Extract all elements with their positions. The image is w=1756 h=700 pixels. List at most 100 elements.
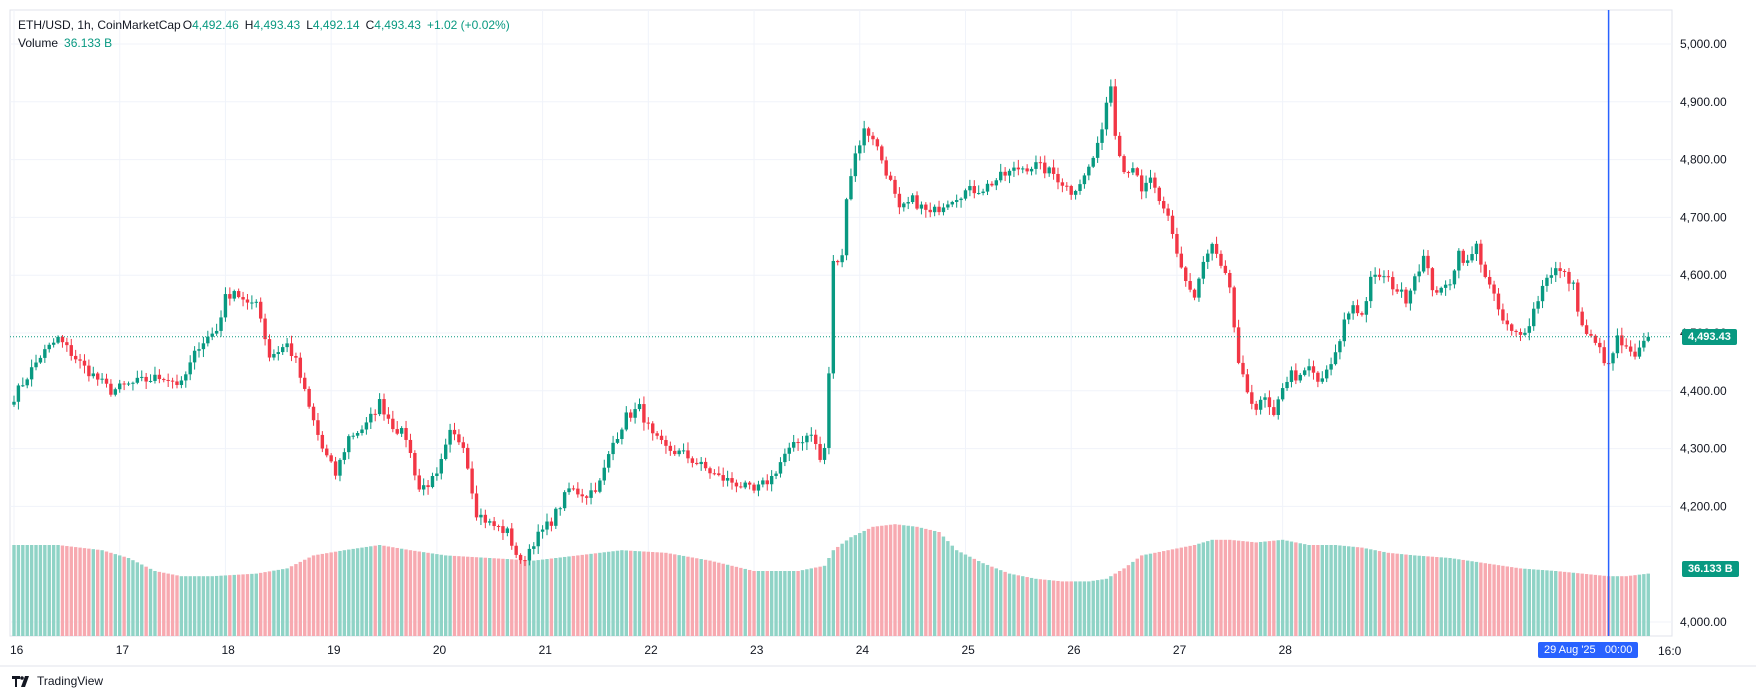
y-tick-label: 4,400.00 (1680, 384, 1727, 398)
candle-body (915, 195, 919, 209)
candle-body (1496, 293, 1501, 310)
candle-body (219, 317, 223, 331)
close-label: C (365, 18, 375, 32)
candle-body (109, 383, 113, 395)
symbol-title[interactable]: ETH/USD, 1h, CoinMarketCap (18, 18, 181, 32)
volume-bar (417, 551, 421, 636)
volume-bar (448, 555, 452, 636)
volume-bar (783, 571, 787, 636)
volume-bar (1474, 561, 1479, 636)
x-tick-label: 26 (1067, 643, 1081, 657)
volume-bar (1501, 565, 1505, 636)
candle-body (175, 381, 179, 385)
candle-body (598, 480, 602, 492)
candle-body (1043, 162, 1047, 174)
volume-bar (1369, 549, 1373, 636)
candle-body (1294, 370, 1298, 381)
volume-bar (223, 575, 228, 636)
candle-body (646, 422, 651, 424)
x-tick-label: 20 (433, 643, 447, 657)
volume-bar (1272, 540, 1276, 636)
volume-bar (1417, 555, 1421, 636)
candle-body (1007, 170, 1012, 176)
candle-body (747, 482, 752, 485)
candle-body (1523, 332, 1527, 335)
candle-body (1465, 260, 1470, 263)
volume-bar (250, 573, 254, 636)
candle-body (1461, 250, 1465, 263)
candle-body (730, 478, 734, 483)
candle-body (1126, 172, 1131, 174)
candle-body (1637, 347, 1642, 357)
volume-bar (210, 576, 214, 636)
candle-body (769, 475, 774, 485)
volume-bar (1554, 571, 1558, 636)
candle-body (82, 360, 87, 366)
volume-bar (673, 554, 677, 636)
volume-bar (1311, 545, 1316, 636)
candle-body (65, 342, 69, 346)
volume-bar (853, 535, 858, 636)
volume-bar (1324, 545, 1329, 636)
candle-body (1386, 276, 1391, 278)
candle-body (355, 433, 360, 436)
volume-bar (1179, 547, 1184, 636)
volume-bar (1620, 576, 1624, 636)
volume-bar (435, 554, 439, 636)
candle-body (140, 376, 144, 378)
volume-bar (219, 575, 223, 636)
candle-body (1510, 324, 1514, 331)
volume-bar (382, 545, 386, 636)
volume-bar (805, 569, 809, 636)
volume-bar (972, 558, 976, 636)
volume-bar (1192, 545, 1197, 636)
candle-body (1593, 335, 1598, 343)
candle-body (1267, 397, 1272, 408)
volume-bar (281, 569, 285, 636)
candle-body (1214, 243, 1219, 254)
tradingview-logo[interactable]: TradingView (12, 674, 103, 688)
volume-bar (1276, 540, 1280, 636)
crosshair-time-label: 29 Aug '25 00:00 (1538, 642, 1639, 658)
candle-body (170, 380, 175, 382)
volume-bar (267, 571, 272, 636)
candle-body (479, 514, 483, 518)
candle-body (1514, 330, 1518, 333)
volume-bar (1285, 540, 1289, 636)
volume-bar (959, 552, 963, 636)
candle-body (201, 343, 206, 350)
candle-body (1109, 86, 1113, 103)
volume-bar (1131, 561, 1135, 636)
candle-body (126, 383, 131, 385)
volume-bar (593, 553, 598, 636)
candle-body (241, 297, 245, 300)
candle-body (954, 200, 959, 202)
volume-bar (1408, 554, 1413, 636)
candle-body (276, 352, 280, 355)
volume-label[interactable]: Volume (18, 36, 59, 50)
candle-body (1413, 276, 1417, 291)
volume-bar (624, 550, 628, 636)
volume-bar (651, 552, 655, 636)
candle-body (510, 528, 514, 546)
volume-bar (510, 559, 514, 636)
volume-bar (1492, 564, 1496, 636)
candle-body (836, 260, 840, 263)
candle-body (95, 373, 100, 380)
volume-bar (862, 530, 866, 636)
volume-bar (717, 562, 721, 636)
candle-body (1642, 340, 1646, 348)
candle-body (545, 521, 549, 530)
x-tick-label: 18 (221, 643, 235, 657)
volume-bar (756, 571, 761, 636)
candle-body (448, 429, 452, 445)
volume-bar (1184, 546, 1188, 636)
volume-bar (924, 528, 928, 636)
candle-body (514, 545, 518, 555)
volume-bar (1360, 547, 1364, 636)
volume-bar (866, 528, 871, 636)
volume-bar (91, 549, 95, 636)
candle-body (131, 382, 135, 384)
